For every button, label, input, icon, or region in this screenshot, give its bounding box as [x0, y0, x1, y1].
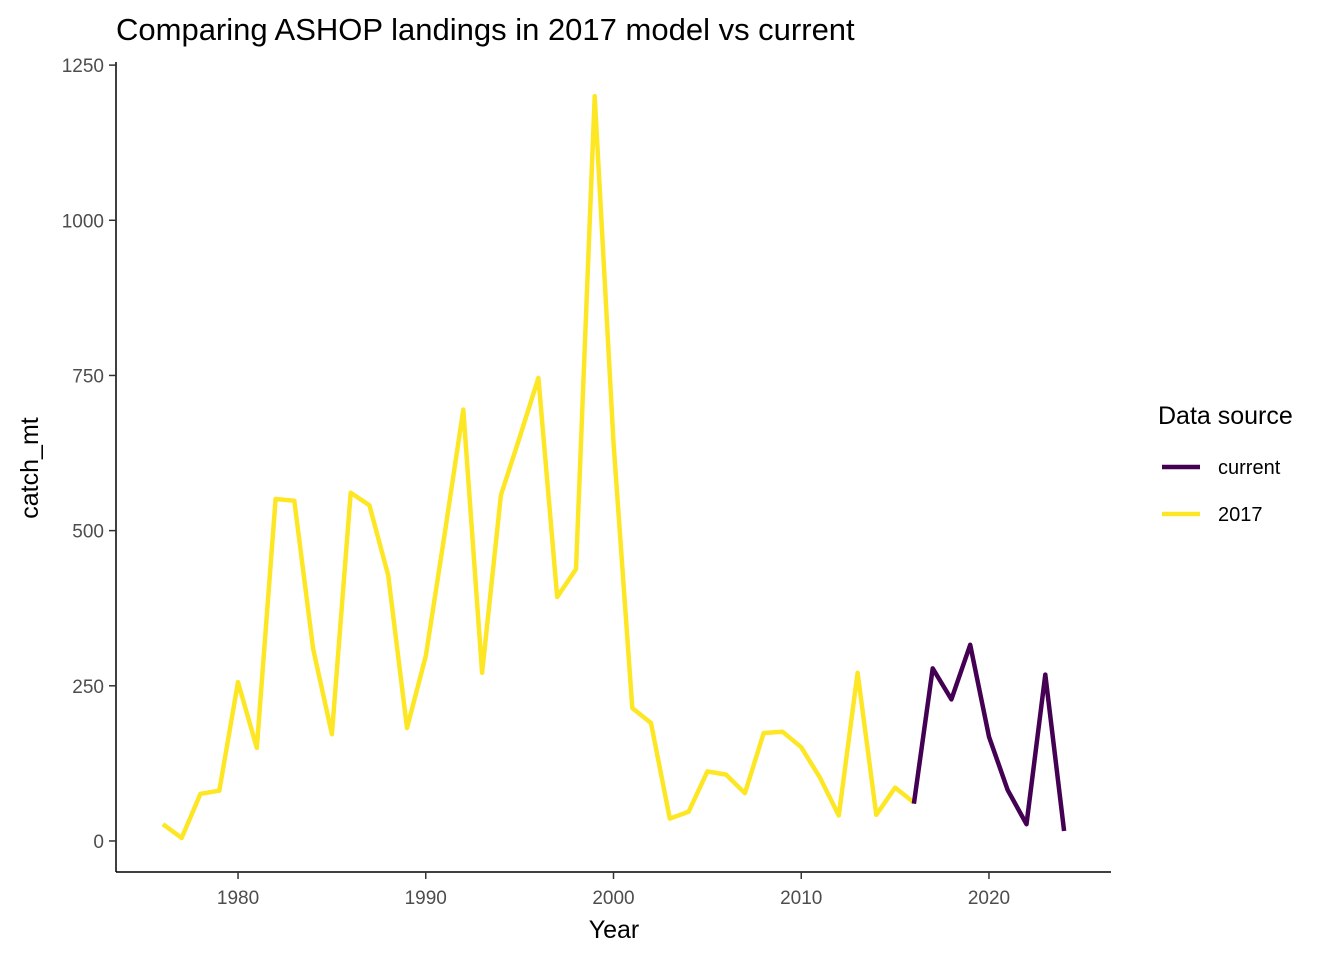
y-axis-title: catch_mt	[16, 417, 44, 518]
legend-label-current: current	[1218, 457, 1281, 479]
x-tick-label: 1980	[217, 888, 259, 909]
legend-label-2017: 2017	[1218, 504, 1263, 526]
x-tick-label: 2000	[592, 888, 634, 909]
x-tick-label: 2010	[780, 888, 822, 909]
y-tick-label: 250	[72, 677, 104, 698]
plot-area	[161, 93, 1067, 841]
y-tick-label: 750	[72, 366, 104, 387]
x-tick-label: 1990	[405, 888, 447, 909]
y-tick-label: 500	[72, 522, 104, 543]
x-axis-title: Year	[589, 916, 640, 944]
series-line-2017	[161, 93, 916, 841]
y-axis: 0 250 500 750 1000 1250	[62, 56, 116, 853]
x-axis: 1980 1990 2000 2010 2020	[217, 872, 1010, 909]
legend-title: Data source	[1158, 402, 1293, 430]
legend: Data source current 2017	[1158, 402, 1293, 526]
y-tick-label: 1000	[62, 211, 104, 232]
y-tick-label: 1250	[62, 56, 104, 77]
chart-title: Comparing ASHOP landings in 2017 model v…	[116, 12, 855, 47]
series-line-current	[911, 642, 1067, 832]
y-tick-label: 0	[93, 832, 104, 853]
x-tick-label: 2020	[968, 888, 1010, 909]
